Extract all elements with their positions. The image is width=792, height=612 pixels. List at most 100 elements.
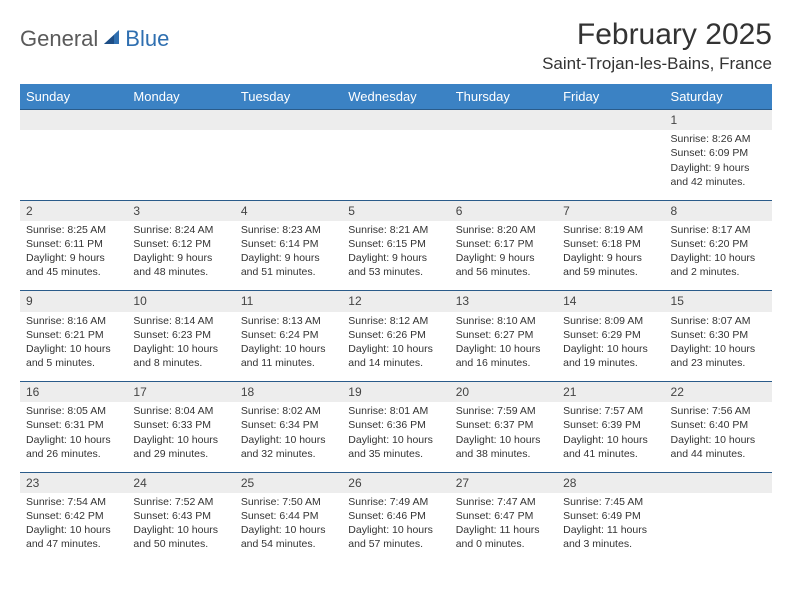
day-info-line: and 2 minutes. bbox=[671, 265, 766, 279]
day-content-cell: Sunrise: 7:45 AMSunset: 6:49 PMDaylight:… bbox=[557, 493, 664, 563]
day-info-line: Sunset: 6:39 PM bbox=[563, 418, 658, 432]
day-info-line: Sunset: 6:12 PM bbox=[133, 237, 228, 251]
day-info-line: Daylight: 10 hours bbox=[348, 342, 443, 356]
day-info-line: Sunset: 6:23 PM bbox=[133, 328, 228, 342]
day-info-line: Sunset: 6:43 PM bbox=[133, 509, 228, 523]
day-info-line: Sunset: 6:29 PM bbox=[563, 328, 658, 342]
day-info-line: Sunrise: 7:56 AM bbox=[671, 404, 766, 418]
day-info-line: Sunrise: 8:17 AM bbox=[671, 223, 766, 237]
day-info-line: Sunrise: 7:52 AM bbox=[133, 495, 228, 509]
day-number-cell: 2 bbox=[20, 200, 127, 221]
day-info-line: Daylight: 10 hours bbox=[241, 433, 336, 447]
day-info-line: Daylight: 10 hours bbox=[26, 433, 121, 447]
day-number-cell bbox=[127, 110, 234, 131]
day-number-cell: 28 bbox=[557, 472, 664, 493]
day-info-line: Daylight: 10 hours bbox=[26, 523, 121, 537]
day-number-cell: 18 bbox=[235, 382, 342, 403]
day-info-line: Sunrise: 7:49 AM bbox=[348, 495, 443, 509]
day-info-line: Sunrise: 8:01 AM bbox=[348, 404, 443, 418]
day-info-line: Sunset: 6:20 PM bbox=[671, 237, 766, 251]
day-info-line: and 16 minutes. bbox=[456, 356, 551, 370]
day-info-line: Sunset: 6:33 PM bbox=[133, 418, 228, 432]
day-info-line: Sunrise: 8:19 AM bbox=[563, 223, 658, 237]
day-number-cell: 25 bbox=[235, 472, 342, 493]
day-info-line: Daylight: 10 hours bbox=[563, 433, 658, 447]
calendar-head: SundayMondayTuesdayWednesdayThursdayFrid… bbox=[20, 84, 772, 110]
day-info-line: and 19 minutes. bbox=[563, 356, 658, 370]
day-info-line: and 11 minutes. bbox=[241, 356, 336, 370]
calendar-table: SundayMondayTuesdayWednesdayThursdayFrid… bbox=[20, 84, 772, 563]
day-content-cell: Sunrise: 7:52 AMSunset: 6:43 PMDaylight:… bbox=[127, 493, 234, 563]
day-number-row: 9101112131415 bbox=[20, 291, 772, 312]
weekday-header: Thursday bbox=[450, 84, 557, 110]
day-info-line: Daylight: 10 hours bbox=[671, 342, 766, 356]
day-content-cell: Sunrise: 8:17 AMSunset: 6:20 PMDaylight:… bbox=[665, 221, 772, 291]
day-content-cell: Sunrise: 8:13 AMSunset: 6:24 PMDaylight:… bbox=[235, 312, 342, 382]
day-info-line: Daylight: 10 hours bbox=[133, 433, 228, 447]
day-info-line: and 35 minutes. bbox=[348, 447, 443, 461]
day-number-cell: 15 bbox=[665, 291, 772, 312]
day-info-line: Sunset: 6:30 PM bbox=[671, 328, 766, 342]
day-number-cell: 21 bbox=[557, 382, 664, 403]
day-info-line: Sunrise: 7:45 AM bbox=[563, 495, 658, 509]
day-number-cell bbox=[342, 110, 449, 131]
day-info-line: Daylight: 10 hours bbox=[241, 523, 336, 537]
weekday-header: Sunday bbox=[20, 84, 127, 110]
day-number-cell: 16 bbox=[20, 382, 127, 403]
day-number-cell: 26 bbox=[342, 472, 449, 493]
weekday-header: Tuesday bbox=[235, 84, 342, 110]
day-info-line: and 29 minutes. bbox=[133, 447, 228, 461]
day-content-cell: Sunrise: 8:23 AMSunset: 6:14 PMDaylight:… bbox=[235, 221, 342, 291]
day-content-cell: Sunrise: 8:19 AMSunset: 6:18 PMDaylight:… bbox=[557, 221, 664, 291]
day-info-line: Daylight: 10 hours bbox=[133, 342, 228, 356]
day-number-cell: 20 bbox=[450, 382, 557, 403]
day-info-line: Sunrise: 8:25 AM bbox=[26, 223, 121, 237]
day-content-row: Sunrise: 7:54 AMSunset: 6:42 PMDaylight:… bbox=[20, 493, 772, 563]
day-info-line: and 14 minutes. bbox=[348, 356, 443, 370]
day-info-line: and 32 minutes. bbox=[241, 447, 336, 461]
day-info-line: Sunrise: 8:20 AM bbox=[456, 223, 551, 237]
day-content-cell: Sunrise: 8:24 AMSunset: 6:12 PMDaylight:… bbox=[127, 221, 234, 291]
day-info-line: Sunset: 6:18 PM bbox=[563, 237, 658, 251]
day-info-line: Sunset: 6:36 PM bbox=[348, 418, 443, 432]
day-info-line: and 26 minutes. bbox=[26, 447, 121, 461]
day-info-line: Sunset: 6:17 PM bbox=[456, 237, 551, 251]
day-info-line: and 5 minutes. bbox=[26, 356, 121, 370]
day-info-line: Daylight: 9 hours bbox=[133, 251, 228, 265]
day-info-line: Sunset: 6:34 PM bbox=[241, 418, 336, 432]
day-number-cell: 1 bbox=[665, 110, 772, 131]
day-info-line: Sunset: 6:44 PM bbox=[241, 509, 336, 523]
day-content-cell: Sunrise: 7:56 AMSunset: 6:40 PMDaylight:… bbox=[665, 402, 772, 472]
day-info-line: Sunrise: 8:07 AM bbox=[671, 314, 766, 328]
day-content-cell: Sunrise: 8:14 AMSunset: 6:23 PMDaylight:… bbox=[127, 312, 234, 382]
day-content-cell bbox=[557, 130, 664, 200]
day-info-line: Sunrise: 7:59 AM bbox=[456, 404, 551, 418]
day-number-cell: 22 bbox=[665, 382, 772, 403]
day-content-row: Sunrise: 8:26 AMSunset: 6:09 PMDaylight:… bbox=[20, 130, 772, 200]
logo-text-general: General bbox=[20, 26, 98, 52]
day-info-line: Sunset: 6:40 PM bbox=[671, 418, 766, 432]
day-content-cell bbox=[450, 130, 557, 200]
day-content-cell: Sunrise: 8:02 AMSunset: 6:34 PMDaylight:… bbox=[235, 402, 342, 472]
day-info-line: Sunset: 6:46 PM bbox=[348, 509, 443, 523]
day-info-line: and 42 minutes. bbox=[671, 175, 766, 189]
day-info-line: Daylight: 9 hours bbox=[348, 251, 443, 265]
day-number-row: 16171819202122 bbox=[20, 382, 772, 403]
day-number-cell: 9 bbox=[20, 291, 127, 312]
day-info-line: Daylight: 10 hours bbox=[241, 342, 336, 356]
day-info-line: and 38 minutes. bbox=[456, 447, 551, 461]
day-number-cell: 27 bbox=[450, 472, 557, 493]
day-info-line: and 44 minutes. bbox=[671, 447, 766, 461]
day-info-line: Daylight: 10 hours bbox=[26, 342, 121, 356]
day-info-line: Daylight: 9 hours bbox=[456, 251, 551, 265]
day-number-cell: 8 bbox=[665, 200, 772, 221]
day-info-line: and 50 minutes. bbox=[133, 537, 228, 551]
day-content-cell: Sunrise: 8:05 AMSunset: 6:31 PMDaylight:… bbox=[20, 402, 127, 472]
day-content-cell: Sunrise: 7:49 AMSunset: 6:46 PMDaylight:… bbox=[342, 493, 449, 563]
day-content-cell: Sunrise: 7:50 AMSunset: 6:44 PMDaylight:… bbox=[235, 493, 342, 563]
day-info-line: Sunrise: 7:57 AM bbox=[563, 404, 658, 418]
day-content-cell: Sunrise: 7:59 AMSunset: 6:37 PMDaylight:… bbox=[450, 402, 557, 472]
day-number-cell: 11 bbox=[235, 291, 342, 312]
day-info-line: Sunrise: 8:13 AM bbox=[241, 314, 336, 328]
day-info-line: Daylight: 11 hours bbox=[563, 523, 658, 537]
